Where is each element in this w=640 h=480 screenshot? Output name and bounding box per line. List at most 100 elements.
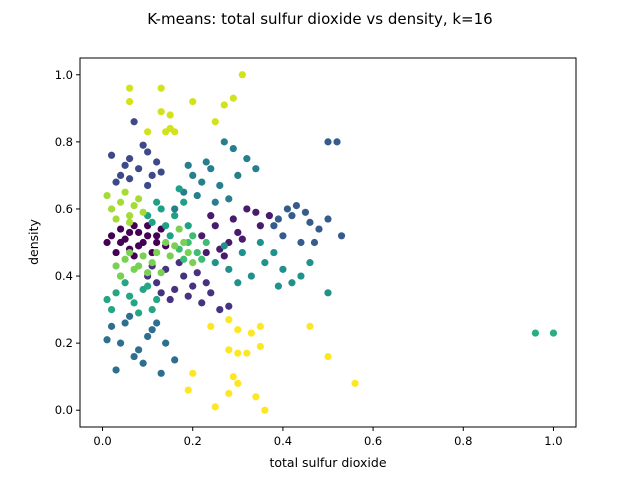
plot-frame	[79, 57, 577, 428]
data-point-cluster-13-8	[103, 191, 111, 200]
data-point-cluster-7-4	[261, 259, 269, 267]
data-point-cluster-3-9	[148, 171, 156, 180]
data-point-cluster-15-12	[225, 316, 233, 324]
data-point-cluster-10-5	[148, 305, 156, 314]
data-point-cluster-1-8	[265, 212, 273, 220]
data-point-cluster-14-9	[171, 128, 179, 136]
data-point-cluster-15-11	[256, 342, 264, 351]
data-point-cluster-15-10	[243, 349, 251, 357]
data-point-cluster-10-0	[103, 295, 111, 304]
data-point-cluster-13-4	[112, 215, 120, 223]
data-point-cluster-15-3	[225, 389, 233, 398]
data-point-cluster-12-8	[135, 262, 143, 270]
data-point-cluster-14-10	[162, 128, 170, 136]
data-point-cluster-1-1	[211, 222, 219, 230]
data-point-cluster-4-12	[310, 238, 319, 247]
data-point-cluster-14-6	[157, 108, 165, 116]
data-point-cluster-2-11	[193, 269, 201, 277]
data-point-cluster-10-2	[121, 279, 129, 287]
data-point-cluster-4-2	[288, 212, 296, 220]
chart-title: K-means: total sulfur dioxide vs density…	[147, 10, 492, 28]
data-point-cluster-15-8	[225, 346, 233, 354]
x-axis-label: total sulfur dioxide	[269, 455, 386, 470]
x-tick-label-3: 0.6	[364, 434, 382, 448]
data-point-cluster-15-0	[189, 369, 197, 377]
data-point-cluster-0-16	[135, 228, 143, 237]
data-point-cluster-6-2	[189, 171, 197, 180]
data-point-cluster-9-0	[531, 329, 540, 337]
data-point-cluster-14-12	[211, 118, 219, 126]
data-point-cluster-1-3	[234, 228, 242, 237]
data-point-cluster-5-2	[126, 312, 134, 320]
data-point-cluster-6-8	[243, 155, 251, 163]
x-tick-label-2: 0.4	[274, 434, 292, 448]
data-point-cluster-15-13	[247, 329, 255, 337]
data-point-cluster-7-2	[238, 248, 246, 257]
data-point-cluster-13-2	[126, 212, 134, 220]
data-point-cluster-0-18	[116, 225, 125, 233]
data-point-cluster-7-13	[220, 242, 228, 250]
x-tick-label-4: 0.8	[454, 434, 472, 448]
data-point-cluster-3-0	[116, 171, 125, 180]
y-tick-label-3: 0.6	[55, 202, 73, 216]
data-point-cluster-15-18	[324, 352, 332, 361]
x-tick-label-0: 0.0	[93, 434, 111, 448]
data-point-cluster-10-7	[126, 292, 134, 300]
data-point-cluster-12-4	[148, 259, 156, 267]
data-point-cluster-5-11	[103, 336, 111, 344]
x-axis-ticks: 0.0 0.2 0.4 0.6 0.8 1.0	[93, 427, 563, 448]
data-point-cluster-14-2	[157, 84, 165, 92]
data-point-cluster-3-4	[112, 178, 120, 186]
data-point-cluster-6-11	[211, 198, 219, 206]
data-point-cluster-15-17	[306, 322, 314, 330]
data-point-cluster-3-2	[135, 165, 143, 173]
data-point-cluster-5-3	[135, 346, 143, 354]
data-point-cluster-5-0	[107, 322, 116, 330]
data-point-cluster-12-17	[175, 225, 183, 233]
data-point-cluster-14-13	[238, 71, 246, 79]
data-point-cluster-7-5	[270, 248, 278, 257]
data-point-cluster-2-16	[202, 279, 210, 287]
data-point-cluster-2-4	[180, 272, 188, 280]
data-point-cluster-11-5	[189, 232, 197, 240]
data-point-cluster-4-5	[315, 225, 323, 233]
data-point-cluster-2-6	[198, 299, 206, 307]
data-point-cluster-0-13	[103, 238, 111, 247]
data-point-cluster-5-5	[153, 319, 161, 327]
data-point-cluster-3-1	[126, 155, 134, 163]
x-tick-label-1: 0.2	[184, 434, 202, 448]
data-point-cluster-5-10	[157, 369, 165, 377]
data-point-cluster-2-13	[184, 292, 192, 300]
data-point-cluster-4-6	[324, 215, 332, 223]
data-point-cluster-13-3	[135, 195, 143, 203]
y-tick-label-4: 0.8	[55, 135, 73, 149]
y-tick-label-2: 0.4	[55, 269, 73, 283]
scatter-points	[103, 71, 558, 414]
data-point-cluster-8-4	[180, 198, 188, 206]
data-point-cluster-12-6	[116, 272, 125, 280]
data-point-cluster-13-6	[130, 202, 138, 210]
data-point-cluster-0-6	[112, 248, 120, 257]
data-point-cluster-6-10	[184, 161, 192, 169]
data-point-cluster-8-2	[162, 222, 170, 230]
data-point-cluster-5-9	[130, 352, 138, 361]
data-point-cluster-6-14	[220, 138, 228, 146]
data-point-cluster-13-9	[126, 218, 134, 226]
data-point-cluster-3-12	[126, 175, 134, 183]
data-point-cluster-1-4	[207, 212, 215, 220]
data-point-cluster-5-12	[121, 319, 129, 327]
data-point-cluster-10-3	[130, 299, 138, 307]
data-point-cluster-8-8	[175, 185, 183, 193]
data-point-cluster-12-9	[144, 269, 152, 277]
data-point-cluster-0-0	[107, 232, 116, 240]
data-point-cluster-3-13	[144, 181, 152, 190]
data-point-cluster-11-2	[193, 248, 201, 257]
data-point-cluster-7-1	[225, 265, 233, 273]
data-point-cluster-1-9	[229, 215, 237, 223]
data-point-cluster-12-15	[162, 238, 170, 247]
data-point-cluster-13-0	[107, 205, 116, 213]
data-point-cluster-1-12	[252, 208, 260, 216]
data-point-cluster-0-5	[153, 238, 161, 247]
data-point-cluster-6-12	[229, 144, 237, 153]
data-point-cluster-10-1	[112, 289, 120, 297]
